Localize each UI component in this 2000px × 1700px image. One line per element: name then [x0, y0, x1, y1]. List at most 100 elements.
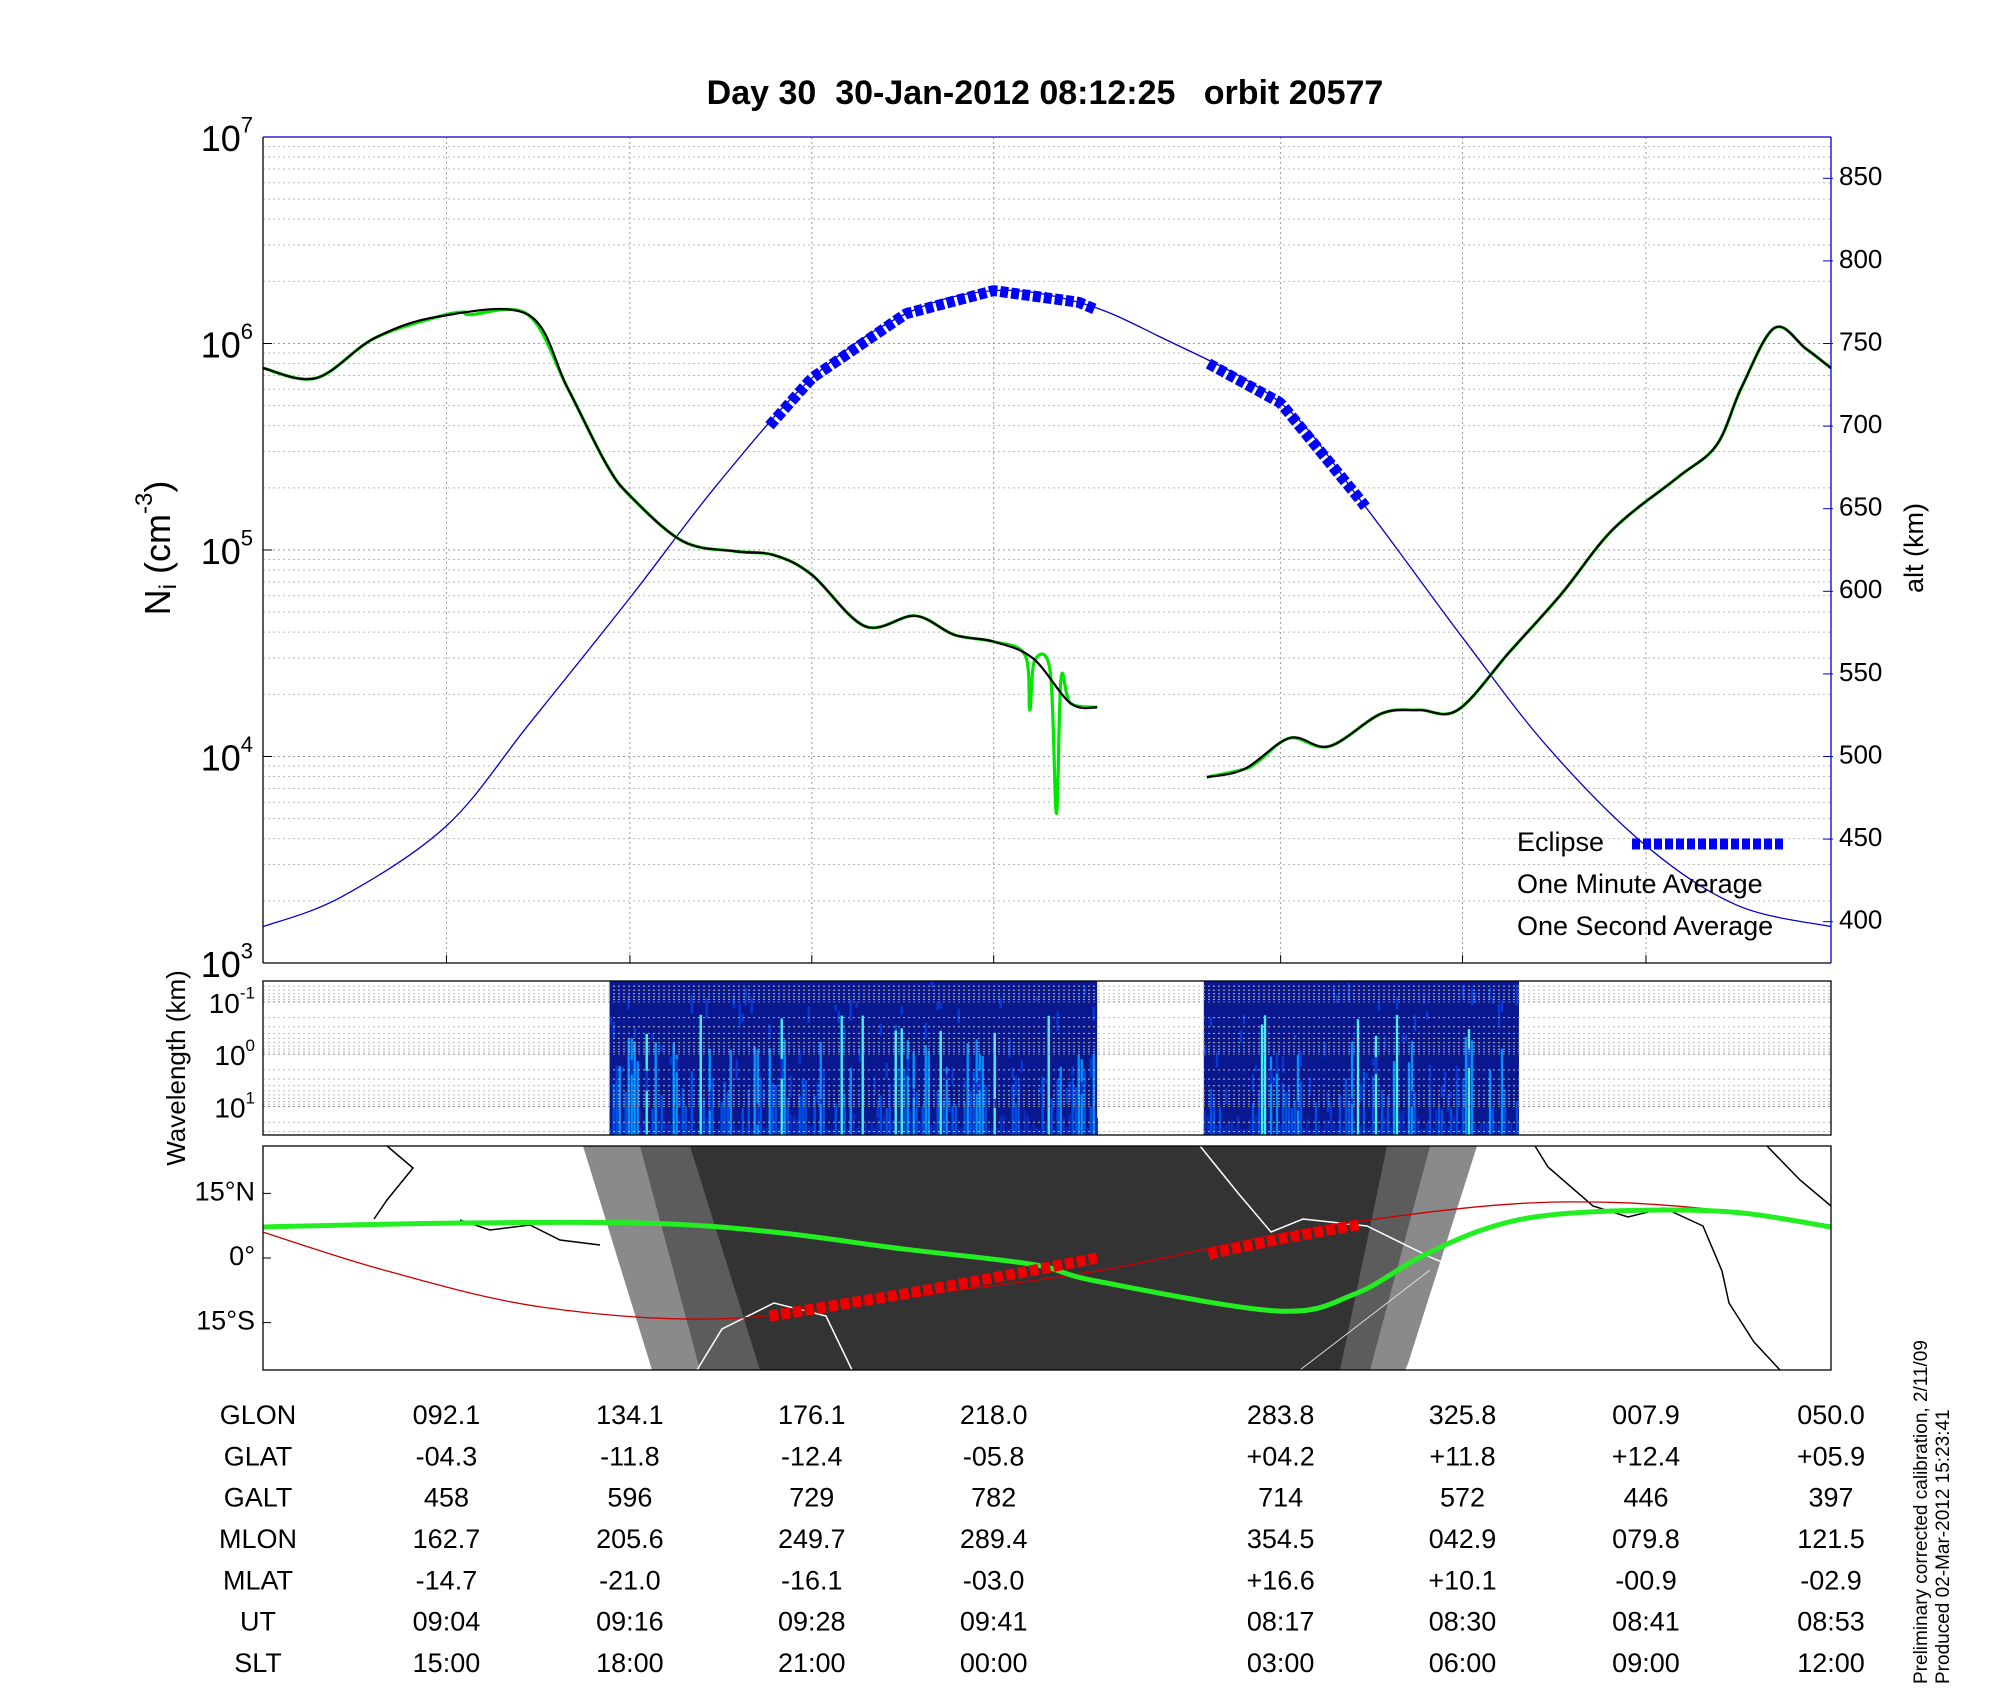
spectrogram-streak: [960, 1127, 963, 1135]
spectrogram-streak: [1455, 1076, 1459, 1135]
spectrogram-speckle: [1473, 991, 1477, 1004]
spectrogram-streak: [687, 1124, 690, 1135]
spectrogram-streak: [1383, 1117, 1387, 1135]
spectrogram-streak: [1470, 1040, 1474, 1135]
row-label: GLON: [220, 1400, 297, 1430]
spectrogram-streak: [954, 1104, 957, 1135]
spectrogram-speckle: [999, 998, 1002, 1009]
spectrogram-speckle: [849, 999, 852, 1021]
spectrogram-speckle: [888, 1085, 891, 1107]
spectrogram-streak: [1032, 1123, 1035, 1135]
spectrogram-streak: [1248, 1119, 1252, 1135]
spectrogram-streak: [1467, 1029, 1471, 1135]
legend-label: One Minute Average: [1517, 869, 1763, 899]
spectrogram-streak: [1005, 1128, 1008, 1135]
spectrogram-streak: [903, 1070, 906, 1135]
spectrogram-streak: [1350, 1041, 1354, 1135]
spectrogram-speckle: [1056, 1011, 1059, 1032]
spectrogram-speckle: [1215, 1051, 1219, 1068]
spectrogram-speckle: [1017, 1079, 1020, 1087]
spectrogram-streak: [999, 1117, 1002, 1135]
spectrogram-streak: [1488, 1069, 1492, 1135]
spectrogram-speckle: [1299, 1051, 1303, 1067]
spectrogram-streak: [759, 1077, 762, 1135]
spectrogram-streak: [1257, 1100, 1261, 1135]
table-cell: +05.9: [1797, 1441, 1865, 1471]
note: Preliminary corrected calibration, 2/11/…: [1911, 1340, 1932, 1684]
y-tick-label-base: 10: [201, 737, 241, 778]
spectrogram-speckle: [837, 1010, 840, 1024]
spectrogram-streak: [1278, 1125, 1282, 1135]
spectrogram-speckle: [1224, 1088, 1228, 1105]
table-cell: +04.2: [1246, 1441, 1314, 1471]
spectrogram-streak: [846, 1128, 849, 1135]
spectrogram-speckle: [1332, 987, 1336, 997]
spectrogram-streak: [891, 1119, 894, 1135]
spectrogram-streak: [1437, 1105, 1441, 1135]
y2-tick-label: 500: [1839, 739, 1882, 769]
spectrogram-streak: [738, 1128, 741, 1135]
spectrogram-speckle: [1350, 1098, 1354, 1104]
spectrogram-speckle: [924, 1022, 927, 1039]
spectrogram-streak: [1035, 1128, 1038, 1135]
row-label: MLAT: [223, 1565, 293, 1595]
spectrogram-speckle: [1293, 1035, 1297, 1040]
y-axis-label-main: N: [137, 589, 178, 615]
y-tick-label-base: 10: [214, 1041, 245, 1072]
spectrogram-streak: [1209, 1088, 1213, 1135]
spectrogram-streak: [1419, 1128, 1423, 1135]
spectrogram-speckle: [1347, 982, 1351, 1002]
row-label: GALT: [224, 1483, 293, 1513]
table-cell: 249.7: [778, 1524, 846, 1554]
spectrogram-streak: [1080, 1059, 1083, 1135]
spectrogram-speckle: [1410, 1090, 1414, 1107]
spectrogram-streak: [1245, 1128, 1249, 1135]
spectrogram-streak: [1347, 1100, 1351, 1135]
coastline: [1534, 1145, 1781, 1371]
spectrogram-streak: [843, 1093, 846, 1135]
spectrogram-streak: [1515, 1101, 1519, 1135]
spectrogram-streak: [927, 1050, 930, 1135]
spectrogram-speckle: [1020, 1060, 1023, 1073]
spectrogram-speckle: [1371, 1058, 1375, 1066]
spectrogram-streak: [654, 1042, 657, 1135]
coastline: [696, 1302, 853, 1371]
spectrogram-streak: [1065, 1127, 1068, 1135]
spectrogram-speckle: [1413, 1014, 1417, 1032]
y2-tick-label: 550: [1839, 657, 1882, 687]
spectrogram-streak: [1371, 1076, 1375, 1135]
spectrogram-streak: [849, 1068, 852, 1135]
y2-tick-label: 600: [1839, 574, 1882, 604]
spectrogram-speckle: [897, 1068, 900, 1086]
spectrogram-streak: [747, 1089, 750, 1135]
spectrogram-streak: [939, 1030, 942, 1135]
spectrogram-speckle: [993, 1098, 996, 1108]
spectrogram-streak: [765, 1127, 768, 1135]
spectrogram-streak: [1380, 1089, 1384, 1135]
spectrogram-speckle: [1203, 1044, 1207, 1056]
spectrogram-speckle: [1035, 996, 1038, 1002]
spectrogram-streak: [663, 1121, 666, 1135]
spectrogram-speckle: [1428, 1064, 1432, 1085]
y2-tick-label: 750: [1839, 326, 1882, 356]
spectrogram-streak: [1416, 1117, 1420, 1135]
spectrogram-streak: [1464, 1036, 1468, 1135]
spectrogram-streak: [1281, 1083, 1285, 1135]
spectrogram-streak: [1218, 1107, 1222, 1135]
spectrogram-streak: [879, 1095, 882, 1135]
y-axis-label-unit: (cm: [137, 514, 178, 574]
spectrogram-speckle: [1515, 984, 1519, 1006]
spectrogram-speckle: [1008, 1038, 1011, 1058]
spectrogram-speckle: [843, 1029, 846, 1042]
spectrogram-streak: [690, 1071, 693, 1135]
chart-title: Day 30 30-Jan-2012 08:12:25 orbit 20577: [707, 74, 1384, 112]
table-cell: +16.6: [1246, 1565, 1314, 1595]
spectrogram-speckle: [819, 1099, 822, 1104]
spectrogram-streak: [915, 1091, 918, 1135]
spectrogram-streak: [651, 1108, 654, 1135]
spectrogram-streak: [1095, 1117, 1098, 1135]
spectrogram-speckle: [798, 1050, 801, 1064]
table-cell: 596: [607, 1483, 652, 1513]
spectrogram-streak: [750, 1128, 753, 1135]
spectrogram-streak: [678, 1114, 681, 1135]
